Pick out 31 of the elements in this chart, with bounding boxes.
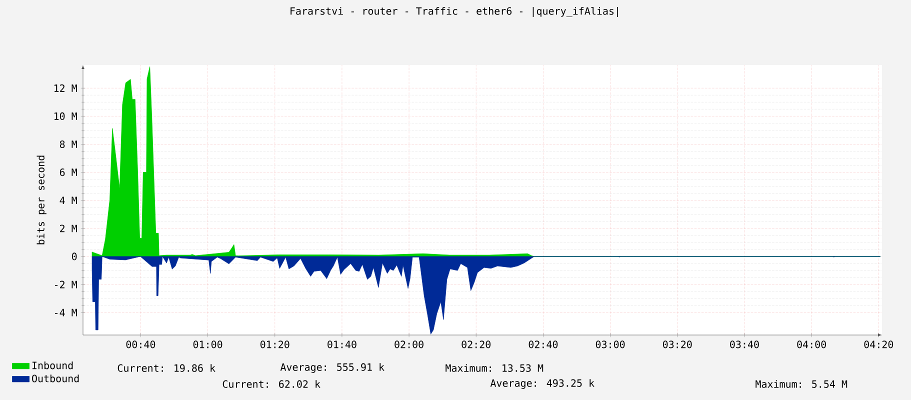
y-tick-label: -2 M — [55, 280, 77, 288]
x-tick-label: 01:00 — [193, 340, 222, 348]
x-tick-label: 03:20 — [662, 340, 692, 348]
x-tick-label: 02:40 — [528, 340, 558, 348]
y-tick-label: 6 M — [60, 168, 77, 176]
y-tick-label: -4 M — [55, 308, 77, 316]
x-tick-label: 03:40 — [730, 340, 759, 348]
chart-title: Fararstvi - router - Traffic - ether6 - |query_ifAlias| — [290, 6, 618, 17]
text: Current: 19.86 k — [118, 364, 216, 372]
text: Average: 555.91 k — [280, 363, 384, 373]
legend-label: Inbound — [32, 361, 73, 370]
y-axis-title: bits per second — [36, 156, 46, 244]
y-tick-label: 12 M — [54, 84, 77, 92]
y-tick-label: 10 M — [54, 112, 77, 120]
y-tick-label: 0 — [72, 252, 77, 260]
x-tick-label: 04:20 — [864, 340, 894, 348]
x-tick-label: 04:00 — [797, 340, 826, 348]
y-tick-label: 2 M — [60, 224, 77, 232]
x-tick-label: 01:20 — [260, 340, 290, 348]
legend-label: Outbound — [32, 374, 79, 382]
x-tick-label: 01:40 — [328, 340, 356, 348]
text: Average: 493.25 k — [490, 379, 594, 389]
text: Maximum: 13.53 M — [446, 364, 544, 372]
y-tick-label: 8 M — [60, 140, 77, 148]
y-tick-label: 4 M — [60, 196, 77, 204]
x-tick-label: 00:40 — [126, 340, 156, 348]
x-tick-label: 02:00 — [394, 340, 424, 348]
text: Current: 62.02 k — [222, 380, 320, 388]
text: Maximum: 5.54 M — [756, 380, 848, 388]
x-tick-label: 03:00 — [596, 340, 625, 348]
x-tick-label: 02:20 — [462, 340, 491, 348]
